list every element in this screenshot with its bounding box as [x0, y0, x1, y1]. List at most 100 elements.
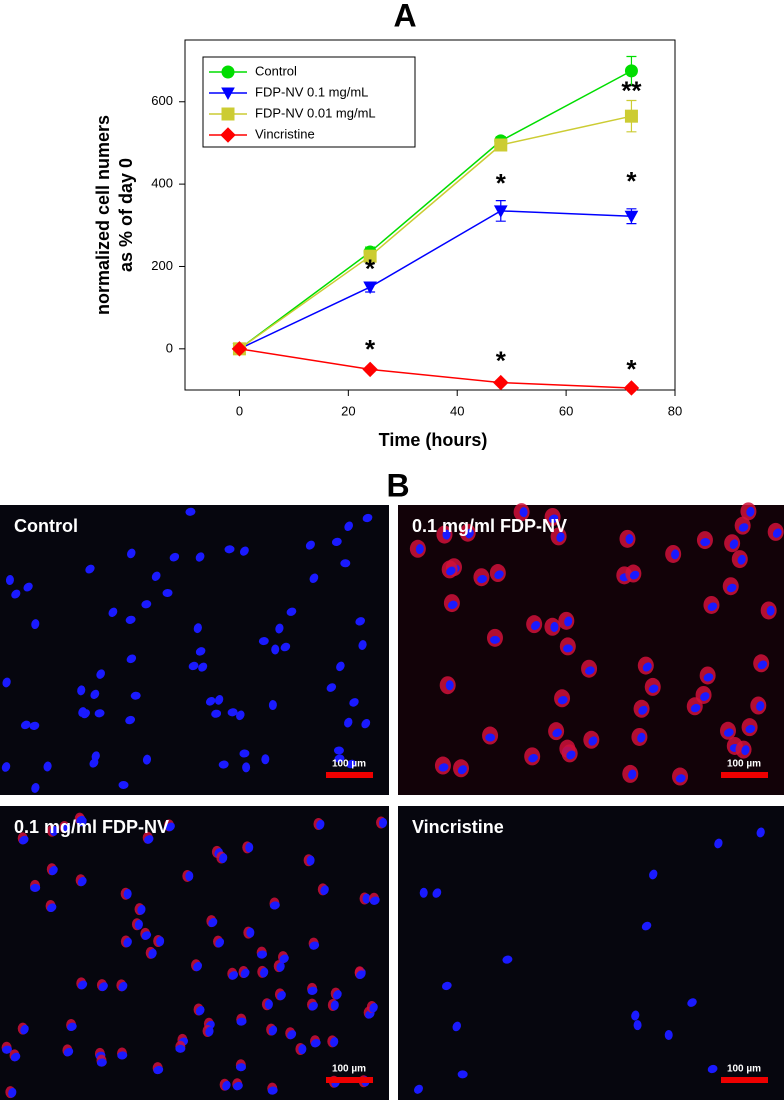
panel-label: B	[386, 467, 409, 503]
nucleus	[260, 967, 269, 978]
nucleus	[757, 660, 768, 670]
annotation: *	[626, 166, 637, 196]
panel-label: A	[393, 0, 416, 33]
nucleus	[261, 754, 270, 765]
nucleus	[19, 835, 29, 845]
x-axis-label: Time (hours)	[379, 430, 488, 450]
nucleus	[151, 571, 161, 581]
series-line	[239, 115, 632, 350]
x-tick-label: 60	[559, 403, 573, 418]
image-background	[0, 806, 389, 1100]
scale-bar-label: 100 µm	[727, 1064, 761, 1075]
nucleus	[269, 901, 280, 910]
nucleus	[96, 669, 105, 679]
nucleus	[556, 532, 565, 542]
nucleus	[633, 1020, 642, 1031]
annotation: *	[496, 168, 507, 198]
micrograph: 0.1 mg/ml FDP-NV 100 µm	[0, 806, 389, 1100]
nucleus	[144, 835, 154, 844]
nucleus	[355, 617, 366, 626]
nucleus	[130, 691, 141, 700]
nucleus	[700, 538, 711, 547]
nucleus	[141, 600, 152, 609]
marker	[221, 107, 235, 121]
marker	[493, 374, 509, 391]
nucleus	[156, 936, 165, 947]
nucleus	[61, 823, 71, 833]
nucleus	[452, 1021, 462, 1032]
nucleus	[31, 783, 40, 793]
nucleus	[30, 883, 41, 892]
nucleus	[20, 720, 31, 730]
nucleus	[494, 570, 504, 579]
nucleus	[729, 539, 739, 549]
plot-frame	[184, 39, 676, 391]
nucleus	[723, 728, 734, 737]
nucleus	[286, 607, 297, 616]
marker	[221, 87, 235, 101]
nucleus	[137, 904, 146, 915]
nucleus	[275, 623, 284, 634]
nucleus	[77, 980, 88, 990]
nucleus	[10, 1052, 21, 1062]
nucleus	[96, 1058, 107, 1067]
nucleus	[188, 661, 199, 671]
nucleus	[236, 1063, 247, 1072]
nucleus	[737, 554, 746, 565]
y-axis-label: normalized cell numers	[93, 115, 113, 315]
nucleus	[214, 695, 224, 705]
nucleus	[23, 582, 33, 592]
nucleus	[5, 575, 14, 586]
nucleus	[118, 780, 129, 789]
nucleus	[91, 751, 100, 762]
nucleus	[707, 1064, 718, 1074]
nucleus	[85, 564, 95, 574]
nucleus	[528, 753, 538, 763]
nucleus	[242, 762, 251, 773]
nucleus	[370, 896, 380, 905]
nucleus	[43, 761, 52, 772]
nucleus	[219, 853, 228, 864]
nucleus	[240, 968, 250, 978]
nucleus	[326, 683, 337, 692]
nucleus	[766, 605, 775, 616]
nucleus	[457, 1070, 468, 1079]
nucleus	[205, 696, 216, 706]
nucleus	[126, 654, 137, 664]
nucleus	[306, 855, 315, 866]
nucleus	[629, 570, 640, 580]
nucleus	[687, 998, 697, 1007]
nucleus	[76, 815, 86, 825]
nucleus	[641, 921, 652, 931]
nucleus	[125, 715, 136, 725]
nucleus	[566, 750, 576, 760]
nucleus	[358, 640, 367, 650]
nucleus	[66, 1022, 77, 1032]
scale-bar-label: 100 µm	[727, 759, 761, 770]
image-background	[0, 505, 389, 795]
nucleus	[671, 549, 680, 560]
y-tick-label: 600	[151, 93, 173, 108]
nucleus	[564, 616, 573, 627]
nucleus	[279, 954, 289, 964]
nucleus	[756, 701, 765, 712]
nucleus	[642, 662, 652, 672]
nucleus	[162, 588, 173, 597]
nucleus	[29, 721, 40, 730]
marker	[221, 65, 235, 79]
nucleus	[108, 607, 118, 617]
micrograph: Vincristine 100 µm	[398, 806, 784, 1100]
nucleus	[664, 1029, 673, 1040]
scale-bar	[326, 772, 373, 778]
nucleus	[550, 621, 559, 632]
nucleus	[625, 534, 634, 545]
nucleus	[195, 552, 205, 562]
nucleus	[193, 623, 202, 634]
nucleus	[502, 955, 513, 964]
nucleus	[264, 999, 273, 1010]
nucleus	[334, 754, 345, 763]
image-label: 0.1 mg/ml FDP-NV	[412, 516, 567, 536]
legend-label: Vincristine	[255, 126, 315, 141]
nucleus	[267, 1086, 278, 1095]
annotation: *	[496, 346, 507, 376]
